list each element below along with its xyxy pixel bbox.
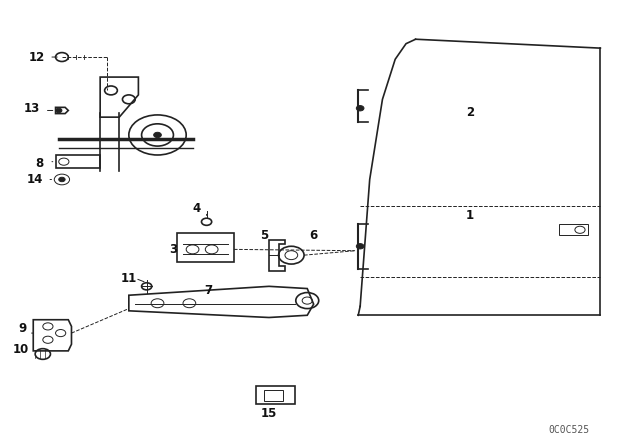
Text: 11: 11 [121, 272, 137, 285]
Circle shape [56, 108, 62, 113]
Text: 9: 9 [19, 322, 26, 335]
Text: 3: 3 [170, 243, 177, 256]
Text: 1: 1 [466, 209, 474, 222]
Text: 7: 7 [204, 284, 212, 297]
Text: 2: 2 [466, 106, 474, 119]
Text: 5: 5 [260, 228, 269, 241]
Polygon shape [129, 286, 314, 318]
Circle shape [59, 177, 65, 182]
Text: 0C0C525: 0C0C525 [548, 425, 589, 435]
Text: 13: 13 [24, 102, 40, 115]
Text: 12: 12 [28, 51, 45, 64]
Bar [559, 224, 588, 235]
Circle shape [154, 132, 161, 138]
Text: 14: 14 [27, 173, 44, 186]
Circle shape [356, 106, 364, 111]
Circle shape [356, 244, 364, 249]
Text: 8: 8 [35, 156, 44, 169]
Text: 15: 15 [261, 407, 277, 420]
Text: 10: 10 [12, 343, 29, 356]
Text: 6: 6 [310, 228, 317, 241]
Text: 4: 4 [193, 202, 201, 215]
